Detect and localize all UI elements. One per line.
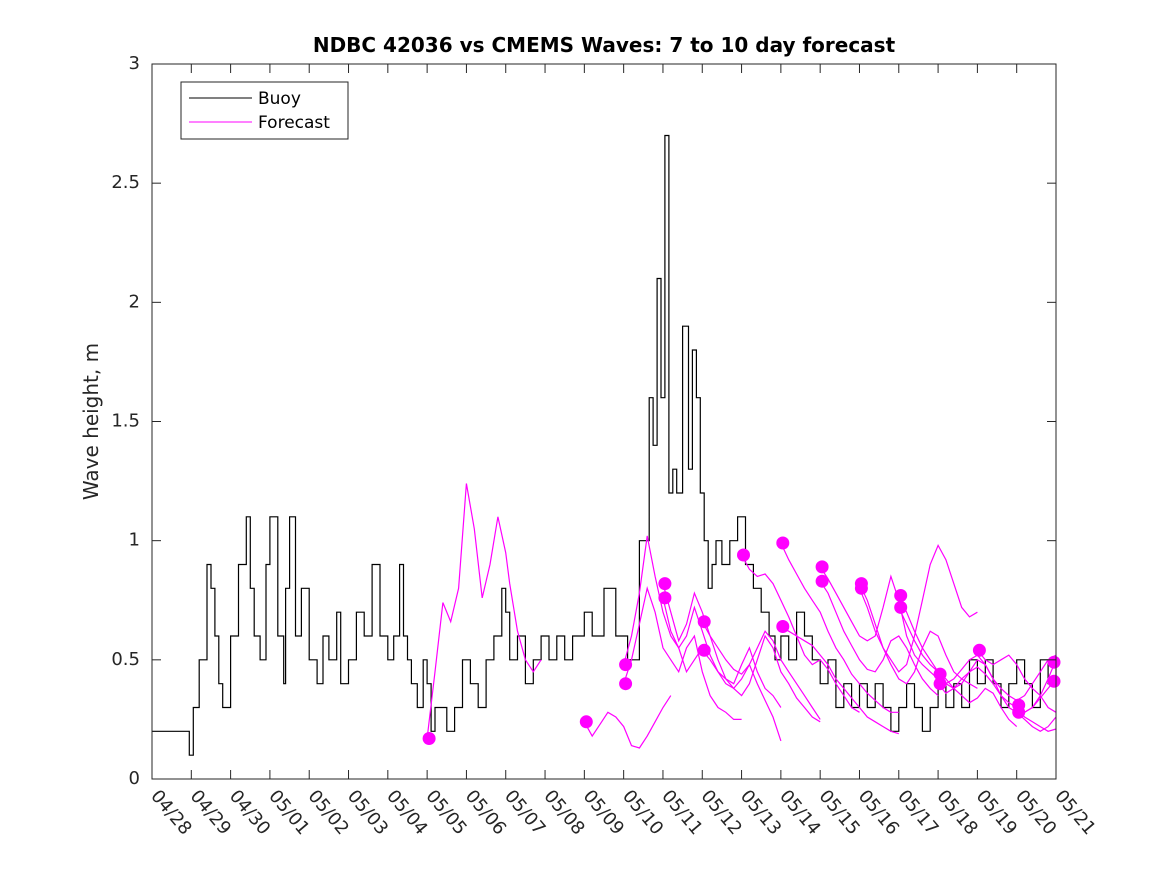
forecast-start-marker xyxy=(972,643,986,657)
forecast-line-9 xyxy=(780,542,899,713)
y-tick-label: 2.5 xyxy=(111,172,140,193)
forecast-line-16 xyxy=(898,607,1018,728)
forecast-start-marker xyxy=(658,577,672,591)
forecast-start-marker xyxy=(776,536,790,550)
legend: Buoy Forecast xyxy=(180,81,349,140)
forecast-start-marker xyxy=(422,732,436,745)
y-tick-label: 0.5 xyxy=(111,649,140,670)
y-tick-label: 3 xyxy=(129,53,140,74)
buoy-series-layer xyxy=(152,134,1057,756)
forecast-line-8 xyxy=(741,554,860,713)
forecast-start-marker xyxy=(697,643,711,657)
legend-forecast-label: Forecast xyxy=(258,113,330,133)
forecast-line-5 xyxy=(662,597,782,742)
forecast-start-marker xyxy=(854,581,868,595)
forecast-line-13 xyxy=(858,544,978,673)
forecast-line-6 xyxy=(701,621,821,720)
forecast-line-3 xyxy=(623,586,742,720)
forecast-start-marker xyxy=(815,560,829,574)
forecast-series-layer xyxy=(426,483,1057,749)
forecast-marker-layer xyxy=(422,536,1061,745)
forecast-start-marker xyxy=(737,548,750,562)
forecast-line-7 xyxy=(701,634,821,723)
forecast-line-12 xyxy=(819,580,939,697)
forecast-start-marker xyxy=(697,615,711,629)
forecast-start-marker xyxy=(1012,705,1026,719)
buoy-line xyxy=(152,134,1057,756)
y-tick-label: 1.5 xyxy=(111,411,140,432)
y-tick-label: 1 xyxy=(129,530,140,551)
y-tick-label: 0 xyxy=(129,768,140,789)
forecast-start-marker xyxy=(619,658,633,672)
forecast-start-marker xyxy=(776,620,790,633)
forecast-line-14 xyxy=(858,588,978,689)
forecast-line-21 xyxy=(1016,711,1057,732)
forecast-start-marker xyxy=(1047,674,1061,688)
plot-area xyxy=(152,64,1056,779)
forecast-start-marker xyxy=(619,677,633,691)
forecast-line-10 xyxy=(780,625,899,735)
forecast-start-marker xyxy=(1047,655,1061,669)
y-axis-ticks: 0 0.5 1 1.5 2 2.5 3 xyxy=(111,53,1056,789)
legend-box xyxy=(180,81,349,140)
forecast-start-marker xyxy=(894,600,908,614)
forecast-line-2 xyxy=(623,535,703,674)
y-tick-label: 2 xyxy=(129,291,140,312)
forecast-start-marker xyxy=(933,667,947,681)
y-axis-label: Wave height, m xyxy=(79,343,103,500)
legend-buoy-label: Buoy xyxy=(258,89,301,109)
forecast-line-19 xyxy=(976,649,1057,713)
chart-title: NDBC 42036 vs CMEMS Waves: 7 to 10 day f… xyxy=(313,33,896,57)
forecast-line-17 xyxy=(937,654,1057,702)
forecast-start-marker xyxy=(815,574,829,588)
forecast-line-4 xyxy=(662,583,782,708)
forecast-start-marker xyxy=(579,715,593,729)
forecast-line-15 xyxy=(898,595,1018,713)
forecast-line-18 xyxy=(937,666,1057,714)
forecast-line-1 xyxy=(583,695,672,749)
forecast-start-marker xyxy=(933,677,947,691)
forecast-line-0 xyxy=(426,483,542,739)
forecast-start-marker xyxy=(894,589,908,602)
forecast-start-marker xyxy=(658,591,672,605)
